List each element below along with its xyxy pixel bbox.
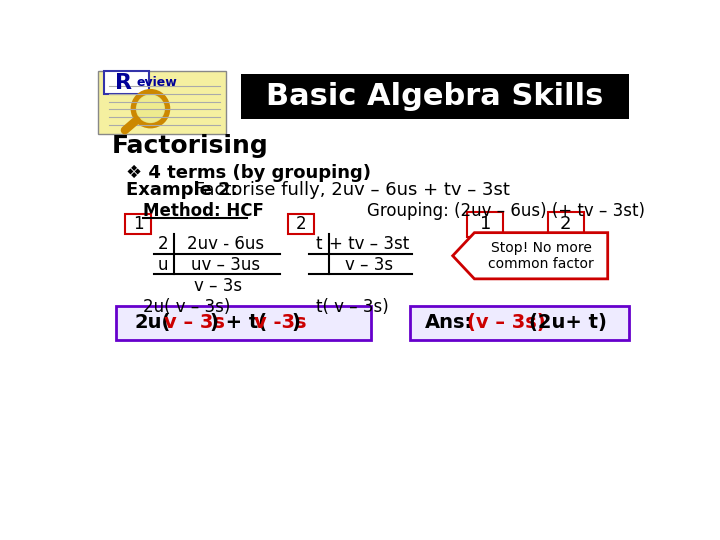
FancyBboxPatch shape <box>241 74 629 119</box>
FancyBboxPatch shape <box>116 306 371 340</box>
Polygon shape <box>453 233 608 279</box>
Text: (v – 3s): (v – 3s) <box>467 313 545 332</box>
FancyBboxPatch shape <box>548 212 584 237</box>
Text: (2u+ t): (2u+ t) <box>528 313 606 332</box>
Text: 2: 2 <box>295 215 306 233</box>
Text: eview: eview <box>137 76 177 89</box>
Text: + tv – 3st: + tv – 3st <box>329 235 409 253</box>
FancyBboxPatch shape <box>467 212 503 237</box>
FancyBboxPatch shape <box>125 214 151 234</box>
Text: 2: 2 <box>560 215 572 233</box>
FancyBboxPatch shape <box>98 71 225 134</box>
Text: Stop! No more
common factor: Stop! No more common factor <box>488 241 594 271</box>
Text: u: u <box>158 256 168 274</box>
Text: Example 2:: Example 2: <box>126 181 238 199</box>
Text: 1: 1 <box>132 215 143 233</box>
Text: t( v – 3s): t( v – 3s) <box>316 298 389 316</box>
Text: v – 3s: v – 3s <box>163 313 225 332</box>
Text: v – 3s: v – 3s <box>345 256 393 274</box>
Text: Method: HCF: Method: HCF <box>143 202 264 220</box>
Text: 1: 1 <box>480 215 491 233</box>
FancyBboxPatch shape <box>104 71 149 94</box>
Text: R: R <box>114 72 132 92</box>
Text: Grouping: (2uv – 6us) (+ tv – 3st): Grouping: (2uv – 6us) (+ tv – 3st) <box>367 202 645 220</box>
Text: Factorising: Factorising <box>112 134 269 158</box>
Circle shape <box>137 95 164 123</box>
Text: 2uv - 6us: 2uv - 6us <box>187 235 264 253</box>
Text: 2u(: 2u( <box>135 313 171 332</box>
Text: v – 3s: v – 3s <box>194 277 242 295</box>
Text: ❖ 4 terms (by grouping): ❖ 4 terms (by grouping) <box>126 164 371 181</box>
Text: ) + t(: ) + t( <box>210 313 267 332</box>
FancyBboxPatch shape <box>410 306 629 340</box>
Text: t: t <box>315 235 322 253</box>
Text: uv – 3us: uv – 3us <box>191 256 260 274</box>
Text: Basic Algebra Skills: Basic Algebra Skills <box>266 82 603 111</box>
Text: Factorise fully, 2uv – 6us + tv – 3st: Factorise fully, 2uv – 6us + tv – 3st <box>189 181 510 199</box>
FancyBboxPatch shape <box>287 214 314 234</box>
Text: v -3s: v -3s <box>254 313 307 332</box>
Text: Ans:: Ans: <box>425 313 473 332</box>
Text: 2: 2 <box>158 235 168 253</box>
Text: ): ) <box>292 313 300 332</box>
Text: 2u( v – 3s): 2u( v – 3s) <box>143 298 230 316</box>
